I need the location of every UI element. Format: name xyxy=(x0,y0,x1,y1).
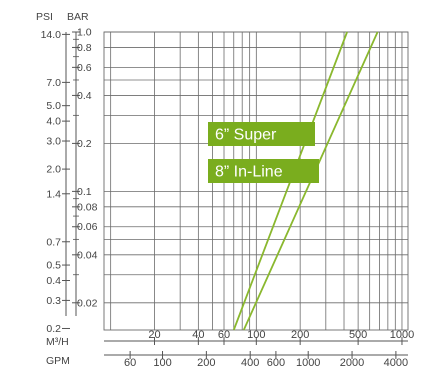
bar-tick-label: 0.08 xyxy=(77,201,98,213)
gpm-tick-label: 400 xyxy=(241,357,259,369)
gpm-tick-label: 60 xyxy=(124,357,136,369)
psi-tick-label: 1.4 xyxy=(46,188,61,200)
bar-tick-label: 0.2 xyxy=(77,138,92,150)
m3h-tick-label: 1000 xyxy=(390,329,414,341)
m3h-tick-label: 500 xyxy=(349,329,367,341)
psi-tick-label: 0.4 xyxy=(46,275,61,287)
chart-legend: 6” Super 8” In-Line xyxy=(208,122,319,183)
chart-axes: 14.0 7.0 5.0 4.0 3.0 2.0 1.4 0.7 0.5 0.4 0.3 0.2 1.0… xyxy=(41,27,415,370)
psi-tick-label: 0.2 xyxy=(46,323,61,335)
bar-tick-label: 0.04 xyxy=(77,249,98,261)
psi-tick-label: 2.0 xyxy=(46,164,61,176)
gpm-tick-label: 100 xyxy=(153,357,171,369)
gpm-tick-label: 2000 xyxy=(340,357,364,369)
legend-label-1: 6” Super xyxy=(215,127,277,144)
bar-tick-label: 0.8 xyxy=(77,42,92,54)
bar-tick-label: 0.1 xyxy=(77,186,92,198)
bar-tick-label: 0.6 xyxy=(77,62,92,74)
gpm-tick-label: 600 xyxy=(267,357,285,369)
psi-tick-label: 3.0 xyxy=(46,136,61,148)
psi-tick-label: 4.0 xyxy=(46,116,61,128)
psi-axis-label: PSI xyxy=(36,11,53,23)
plot-frame xyxy=(103,31,409,331)
psi-tick-label: 14.0 xyxy=(41,29,62,41)
psi-tick-label: 0.5 xyxy=(46,260,61,272)
gpm-axis-label: GPM xyxy=(46,355,70,367)
legend-label-2: 8” In-Line xyxy=(215,164,283,181)
psi-tick-label: 0.7 xyxy=(46,236,61,248)
m3h-tick-label: 60 xyxy=(218,329,230,341)
bar-axis-label: BAR xyxy=(67,11,89,23)
m3h-tick-label: 200 xyxy=(291,329,309,341)
m3h-tick-label: 100 xyxy=(247,329,265,341)
gpm-tick-label: 1000 xyxy=(296,357,320,369)
bar-tick-label: 0.06 xyxy=(77,221,98,233)
legend-box-2 xyxy=(208,159,319,183)
bar-tick-label: 0.4 xyxy=(77,90,92,102)
m3h-axis-label: M³/H xyxy=(46,336,69,348)
bar-tick-label: 1.0 xyxy=(77,27,92,39)
bar-tick-label: 0.02 xyxy=(77,297,98,309)
gpm-tick-label: 200 xyxy=(197,357,215,369)
m3h-tick-label: 40 xyxy=(192,329,204,341)
chart-grid xyxy=(103,31,409,331)
psi-tick-label: 0.3 xyxy=(46,295,61,307)
m3h-tick-label: 20 xyxy=(148,329,160,341)
legend-box-1 xyxy=(208,122,315,146)
psi-tick-label: 7.0 xyxy=(46,77,61,89)
gpm-tick-label: 4000 xyxy=(384,357,408,369)
psi-tick-label: 5.0 xyxy=(46,100,61,112)
